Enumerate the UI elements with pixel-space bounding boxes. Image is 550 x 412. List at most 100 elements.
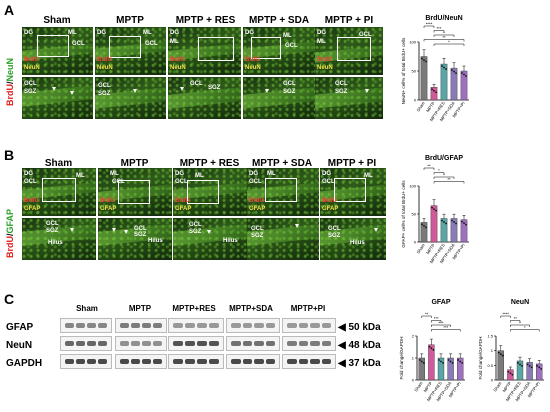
x-tick-label: MPTP	[425, 101, 436, 114]
sig-bracket	[510, 329, 540, 332]
sig-bracket	[433, 172, 445, 175]
sig-bracket	[433, 43, 465, 46]
sig-label: **	[447, 177, 451, 182]
blot-band	[120, 341, 129, 346]
bar-1	[507, 369, 514, 381]
x-tick-label: MPTP	[422, 381, 433, 394]
bar-2	[516, 360, 524, 381]
blot-band	[76, 341, 85, 346]
blot-band	[65, 341, 74, 346]
a-micro-sham-zoom: GCL SGZ	[22, 77, 93, 119]
sig-bracket	[423, 39, 465, 42]
data-point	[421, 57, 423, 60]
y-tick-label: 0	[414, 240, 417, 245]
blot-band	[197, 359, 207, 364]
sig-label: *	[443, 30, 445, 35]
data-point	[451, 69, 453, 71]
data-point	[538, 366, 541, 369]
blot-strip	[226, 354, 280, 369]
b-micro-sda-zoom: GCL SGZ	[247, 218, 319, 260]
blot-strip	[226, 318, 280, 333]
data-point	[435, 91, 437, 94]
y-tick-label: 50	[412, 212, 417, 217]
y-tick-label: 100	[409, 184, 416, 189]
blot-band	[298, 341, 308, 346]
western-blot	[60, 316, 336, 376]
b-micro-res-top: DG GCL ML BrdU GFAP	[173, 168, 247, 216]
bar-1	[430, 205, 438, 243]
sig-bracket	[431, 320, 442, 323]
a-micro-mptp-zoom: GCL SGZ	[95, 77, 166, 119]
blot-band	[209, 341, 219, 346]
blot-band	[173, 341, 183, 346]
c-lane-res: MPTP+RES	[172, 304, 216, 313]
blot-band	[142, 359, 151, 364]
data-point	[457, 359, 460, 361]
a-stain-label: BrdU/NeuN	[5, 57, 15, 106]
blot-band	[76, 359, 85, 364]
blot-band	[254, 341, 264, 346]
blot-band	[242, 323, 252, 328]
blot-strip	[168, 354, 224, 369]
sig-bracket	[431, 329, 461, 332]
sig-label: **	[514, 316, 518, 321]
data-point	[530, 366, 533, 369]
y-tick-label: 1.5	[487, 334, 493, 339]
blot-band	[87, 359, 96, 364]
blot-strip	[282, 318, 336, 333]
data-point	[451, 219, 453, 222]
data-point	[449, 360, 452, 363]
sig-label: **	[427, 163, 431, 168]
data-point	[445, 222, 447, 225]
data-point	[465, 223, 467, 226]
blot-strip	[168, 318, 224, 333]
data-point	[455, 222, 457, 225]
y-tick-label: 0	[491, 378, 494, 383]
bar-0	[420, 56, 428, 101]
b-col-mptp: MPTP	[120, 158, 149, 169]
blot-band	[87, 341, 96, 346]
panel-b-letter: B	[4, 147, 15, 163]
kda-37: ◀ 37 kDa	[338, 358, 381, 369]
sig-bracket	[510, 320, 521, 323]
data-point	[447, 359, 450, 361]
data-point	[440, 360, 442, 363]
blot-strip	[282, 336, 336, 351]
sig-bracket	[433, 30, 445, 33]
panel-c-letter: C	[4, 291, 15, 307]
data-point	[521, 365, 523, 367]
data-point	[536, 364, 539, 367]
x-tick-label: Sham	[415, 242, 426, 254]
blot-band	[197, 323, 207, 328]
data-point	[499, 353, 502, 356]
data-point	[435, 209, 437, 212]
blot-band	[321, 359, 331, 364]
sig-label: **	[425, 311, 429, 316]
b-stain-label: BrdU/GFAP	[5, 208, 15, 258]
sig-label: ***	[437, 26, 442, 31]
blot-strip	[60, 354, 112, 369]
b-micro-sda-top: DG GCL ML BrdU GFAP	[247, 168, 319, 216]
blot-band	[242, 341, 252, 346]
blot-band	[153, 359, 162, 364]
data-point	[443, 66, 445, 69]
b-micro-sham-zoom: GCL SGZ Hilus	[22, 218, 96, 260]
data-point	[453, 221, 455, 223]
b-col-pi: MPTP + PI	[327, 158, 377, 169]
blot-band	[98, 359, 107, 364]
blot-band	[254, 323, 264, 328]
data-point	[428, 345, 431, 348]
sig-label: *	[519, 320, 521, 325]
blot-band	[131, 341, 140, 346]
a-micro-mptp-top: DG ML GCL BrdU NeuN	[95, 27, 166, 75]
a-micro-sda-zoom: GCL SGZ	[243, 77, 315, 119]
data-point	[442, 362, 444, 364]
blot-band	[231, 359, 241, 364]
bar-2	[440, 218, 448, 243]
a-col-sda: MPTP + SDA	[248, 15, 310, 26]
blot-band	[197, 341, 207, 346]
data-point	[420, 360, 423, 363]
data-point	[519, 363, 521, 366]
kda-48: ◀ 48 kDa	[338, 340, 381, 351]
blot-band	[65, 323, 74, 328]
